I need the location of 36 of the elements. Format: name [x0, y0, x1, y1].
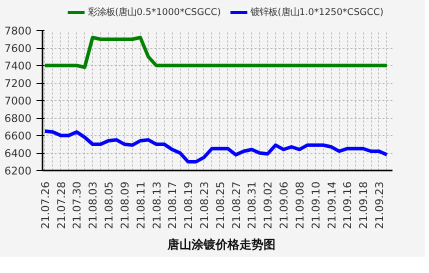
x-tick-label: 21.08.27: [230, 181, 243, 229]
x-tick-label: 21.09.14: [325, 181, 338, 229]
x-tick-label: 21.08.31: [246, 181, 259, 229]
legend-label: 镀锌板(唐山1.0*1250*CSGCC): [250, 7, 384, 18]
x-tick-label: 21.08.09: [118, 181, 132, 229]
line-series: [43, 129, 389, 164]
y-tick-label: 6200: [4, 164, 32, 178]
y-tick-label: 7000: [4, 94, 32, 108]
x-tick-label: 21.09.06: [278, 181, 291, 229]
x-tick-label: 21.08.11: [134, 181, 148, 229]
y-tick-label: 6600: [4, 130, 32, 142]
y-tick-label: 7600: [4, 42, 32, 55]
x-tick-label: 21.09.10: [309, 181, 322, 229]
x-tick-label: 21.09.08: [293, 181, 306, 229]
x-tick-label: 21.09.23: [372, 181, 386, 229]
legend-label: 彩涂板(唐山0.5*1000*CSGCC): [88, 7, 221, 18]
x-tick-label: 21.08.13: [150, 181, 164, 229]
y-tick-label: 6800: [4, 112, 32, 125]
y-tick-label: 7400: [4, 60, 32, 72]
x-tick-label: 21.07.26: [38, 181, 52, 229]
x-tick-label: 21.08.19: [182, 181, 196, 229]
x-tick-label: 21.08.03: [86, 181, 100, 229]
y-tick-label: 7800: [4, 24, 32, 38]
x-tick-label: 21.08.05: [102, 181, 116, 229]
x-tick-label: 21.08.25: [214, 181, 227, 229]
x-tick-label: 21.09.02: [262, 181, 275, 229]
x-tick-label: 21.09.16: [341, 181, 354, 229]
x-tick-label: 21.09.18: [357, 181, 370, 229]
text: 唐山涂镀价格走势图: [166, 238, 276, 252]
x-tick-label: 21.08.23: [198, 181, 211, 229]
y-tick-label: 6400: [4, 147, 32, 160]
x-tick-label: 21.07.28: [54, 181, 68, 229]
y-tick-label: 7200: [4, 77, 32, 90]
line-series: [43, 36, 389, 69]
x-tick-label: 21.07.30: [70, 181, 84, 229]
x-tick-label: 21.08.17: [166, 181, 180, 229]
